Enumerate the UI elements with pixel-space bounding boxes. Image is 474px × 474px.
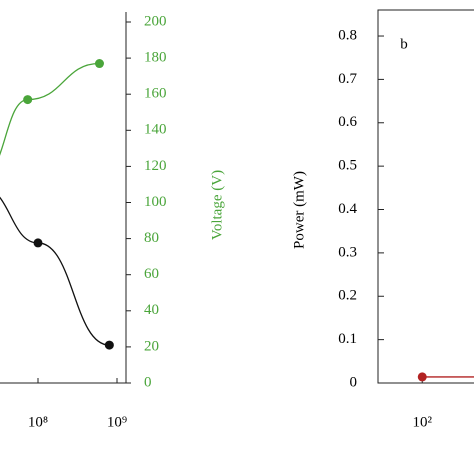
y-tick-label: 0.7: [338, 71, 357, 87]
y2-tick-label: 200: [144, 13, 167, 29]
data-point: [94, 59, 104, 69]
y2-tick-label: 140: [144, 122, 167, 138]
y2-tick-label: 120: [144, 158, 167, 174]
y2-tick-label: 100: [144, 194, 167, 210]
y2-axis-title: Voltage (V): [209, 170, 225, 240]
y-tick-label: 0: [350, 374, 358, 390]
series-line: [0, 196, 110, 346]
panel-label: b: [400, 36, 408, 52]
y-tick-label: 0.3: [338, 244, 357, 260]
y-tick-label: 0.2: [338, 288, 357, 304]
y-tick-label: 0.8: [338, 27, 357, 43]
data-point: [104, 340, 114, 350]
y2-tick-label: 40: [144, 302, 159, 318]
y-tick-label: 0.4: [338, 201, 357, 217]
y-axis-title: Power (mW): [291, 171, 307, 249]
y-tick-label: 0.5: [338, 158, 357, 174]
x-tick-label: 10⁹: [107, 414, 127, 430]
data-point: [417, 372, 427, 382]
y2-tick-label: 20: [144, 338, 159, 354]
y2-tick-label: 80: [144, 230, 159, 246]
data-point: [23, 95, 33, 105]
plot-frame: [377, 9, 474, 384]
y2-tick-label: 0: [144, 374, 152, 390]
y2-tick-label: 180: [144, 50, 167, 66]
data-point: [33, 238, 43, 248]
y2-tick-label: 60: [144, 266, 159, 282]
y-tick-label: 0.1: [338, 331, 357, 347]
x-tick-label: 10⁸: [28, 414, 48, 430]
y2-tick-label: 160: [144, 86, 167, 102]
series-line: [0, 62, 100, 156]
x-tick-label: 10²: [412, 414, 432, 430]
y-tick-label: 0.6: [338, 114, 357, 130]
